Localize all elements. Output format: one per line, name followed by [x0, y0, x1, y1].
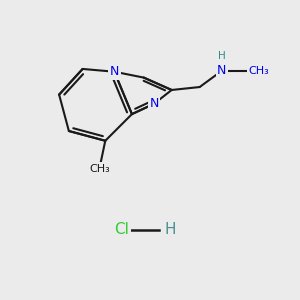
Text: CH₃: CH₃: [89, 164, 110, 174]
Text: Cl: Cl: [115, 222, 129, 237]
Text: H: H: [165, 222, 176, 237]
Text: N: N: [149, 97, 159, 110]
Text: N: N: [217, 64, 226, 77]
Text: N: N: [110, 65, 119, 78]
Text: H: H: [218, 51, 226, 61]
Text: CH₃: CH₃: [248, 66, 269, 76]
